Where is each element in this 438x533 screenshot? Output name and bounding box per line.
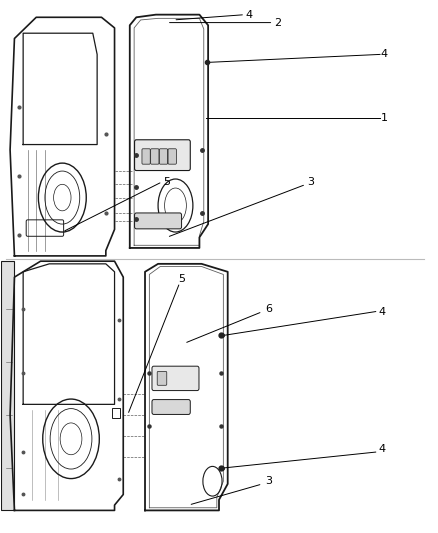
Bar [1,261,14,511]
FancyBboxPatch shape [168,149,177,164]
FancyBboxPatch shape [157,372,167,385]
Text: 4: 4 [378,445,386,455]
FancyBboxPatch shape [159,149,168,164]
Bar [113,408,120,418]
Text: 5: 5 [179,273,186,284]
FancyBboxPatch shape [152,400,190,415]
Text: 6: 6 [265,304,272,314]
FancyBboxPatch shape [142,149,150,164]
Text: 5: 5 [163,176,170,187]
FancyBboxPatch shape [152,366,199,391]
Text: 4: 4 [378,306,386,317]
Text: 3: 3 [265,477,272,486]
Text: 3: 3 [307,176,314,187]
Text: 1: 1 [381,113,388,123]
Text: 4: 4 [381,50,388,59]
FancyBboxPatch shape [134,213,182,229]
FancyBboxPatch shape [151,149,159,164]
Text: 2: 2 [274,18,281,28]
Text: 4: 4 [246,10,253,20]
FancyBboxPatch shape [134,140,190,171]
